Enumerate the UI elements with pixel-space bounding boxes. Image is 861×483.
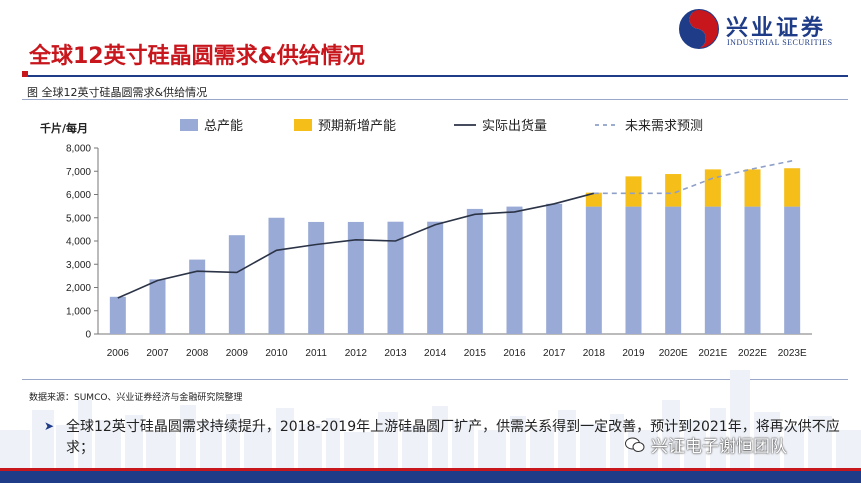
bar-total-capacity: [308, 221, 325, 334]
summary-bullet-text: 全球12英寸硅晶圆需求持续提升，2018-2019年上游硅晶圆厂扩产，供需关系得…: [66, 419, 840, 456]
y-tick-label: 7,000: [66, 167, 91, 178]
bar-new-capacity: [704, 169, 721, 207]
slide-title: 全球12英寸硅晶圆需求&供给情况: [29, 44, 365, 69]
bar-total-capacity: [347, 221, 364, 334]
logo-chinese-name: 兴业证券: [726, 16, 827, 41]
x-tick-label: 2019: [622, 348, 645, 359]
x-tick-label: 2009: [226, 348, 249, 359]
bar-total-capacity: [149, 279, 166, 334]
y-tick-label: 5,000: [66, 213, 91, 224]
watermark-text: 兴证电子谢恒团队: [651, 437, 787, 457]
bar-new-capacity: [585, 192, 602, 207]
x-tick-label: 2022E: [738, 348, 767, 359]
supply-demand-chart: 千片/每月 0 1,000 2,000 3,000 4,000 5,000 6,000 7,00…: [40, 118, 812, 359]
title-underline: [22, 75, 848, 77]
logo-english-name: INDUSTRIAL SECURITIES: [727, 38, 833, 47]
x-tick-label: 2006: [107, 348, 130, 359]
data-source-note: 数据来源：SUMCO、兴业证券经济与金融研究院整理: [29, 393, 243, 403]
bar-total-capacity: [744, 206, 761, 334]
y-tick-label: 6,000: [66, 190, 91, 201]
bar-total-capacity: [546, 203, 563, 334]
wechat-watermark: 兴证电子谢恒团队: [625, 432, 787, 457]
x-tick-label: 2023E: [778, 348, 807, 359]
legend-swatch-new-capacity: [294, 119, 312, 131]
legend-label-total-capacity: 总产能: [204, 119, 243, 134]
bar-new-capacity: [744, 169, 761, 207]
bar-new-capacity: [625, 176, 642, 207]
footer-accent-bar: [0, 468, 861, 471]
x-tick-label: 2007: [146, 348, 169, 359]
bar-total-capacity: [704, 206, 721, 334]
bar-new-capacity: [784, 168, 801, 207]
x-tick-label: 2013: [384, 348, 407, 359]
x-tick-label: 2018: [583, 348, 606, 359]
bar-total-capacity: [466, 208, 483, 334]
legend-label-demand-forecast: 未来需求预测: [625, 119, 703, 134]
bullet-arrow-icon: ➤: [44, 419, 55, 433]
bar-total-capacity: [189, 259, 206, 334]
bar-total-capacity: [506, 206, 523, 334]
line-actual-shipments: [117, 192, 595, 299]
chart-legend: 总产能 预期新增产能 实际出货量 未来需求预测: [180, 118, 703, 134]
title-underline-accent: [22, 71, 28, 77]
bar-total-capacity: [585, 206, 602, 334]
legend-label-new-capacity: 预期新增产能: [318, 118, 396, 134]
legend-swatch-total-capacity: [180, 119, 198, 131]
bar-total-capacity: [387, 221, 404, 334]
legend-label-actual-shipments: 实际出货量: [482, 118, 547, 134]
figure-label: 图 全球12英寸硅晶圆需求&供给情况: [27, 86, 208, 99]
y-tick-label: 8,000: [66, 144, 91, 155]
logo-mark-icon: [679, 9, 719, 49]
figure-top-rule: [22, 99, 848, 100]
y-axis-unit-label: 千片/每月: [40, 121, 88, 135]
y-tick-label: 4,000: [66, 237, 91, 248]
y-tick-label: 3,000: [66, 260, 91, 271]
bar-total-capacity: [228, 235, 245, 334]
x-tick-label: 2017: [543, 348, 566, 359]
wechat-icon: [625, 437, 645, 452]
y-tick-label: 1,000: [66, 306, 91, 317]
bar-total-capacity: [665, 206, 682, 334]
footer-bar: [0, 471, 861, 483]
x-tick-label: 2015: [464, 348, 487, 359]
bar-total-capacity: [427, 221, 444, 334]
x-tick-label: 2010: [265, 348, 288, 359]
bar-total-capacity: [109, 296, 126, 334]
x-tick-label: 2021E: [698, 348, 727, 359]
bar-total-capacity: [268, 217, 285, 334]
company-logo: 兴业证券 INDUSTRIAL SECURITIES: [678, 6, 853, 54]
x-tick-label: 2014: [424, 348, 447, 359]
x-tick-label: 2012: [345, 348, 368, 359]
y-tick-label: 2,000: [66, 283, 91, 294]
figure-bottom-rule: [22, 379, 848, 380]
x-tick-label: 2020E: [659, 348, 688, 359]
x-tick-label: 2008: [186, 348, 209, 359]
line-demand-forecast: [593, 160, 793, 195]
bar-new-capacity: [665, 174, 682, 207]
bar-total-capacity: [625, 206, 642, 334]
y-tick-label: 0: [85, 330, 91, 341]
bar-total-capacity: [784, 206, 801, 334]
x-tick-label: 2011: [305, 348, 327, 359]
x-tick-label: 2016: [503, 348, 526, 359]
